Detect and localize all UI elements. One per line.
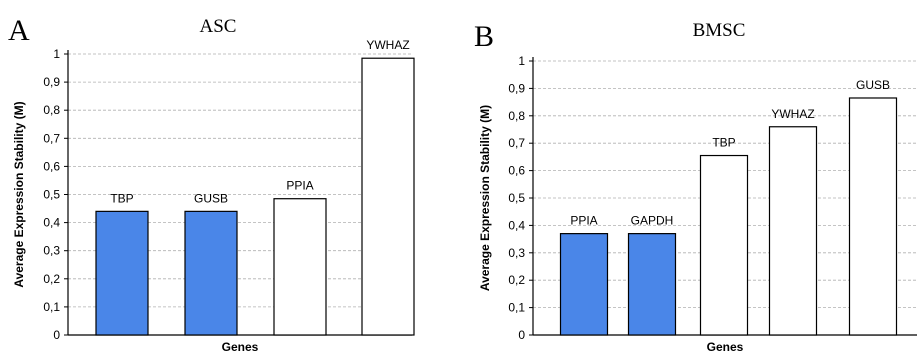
y-tick-label: 0,5 [508,191,525,205]
y-tick-label: 0,3 [43,244,60,258]
y-axis-title: Average Expression Stability (M) [12,101,26,287]
y-tick-label: 0 [518,328,525,342]
y-tick-label: 0,5 [43,188,60,202]
y-tick-label: 0,1 [508,301,525,315]
bar-label: TBP [712,136,735,150]
bar-gusb [185,211,237,335]
y-tick-label: 0,6 [508,164,525,178]
bar-label: PPIA [286,179,313,193]
bar-tbp [96,211,148,335]
bar-ywhaz [770,127,817,335]
chart-title: BMSC [693,20,746,41]
y-tick-label: 0,8 [43,103,60,117]
panel-letter: A [8,14,30,47]
bar-ppia [561,234,608,335]
bar-ywhaz [362,58,414,335]
bar-gusb [850,98,897,335]
y-tick-label: 0,9 [508,81,525,95]
y-tick-label: 1 [518,54,525,68]
y-tick-label: 0 [53,328,60,342]
x-axis-title: Genes [707,340,744,354]
bar-ppia [274,199,326,335]
y-tick-label: 0,3 [508,246,525,260]
y-tick-label: 0,7 [43,131,60,145]
panel-letter: B [474,20,494,53]
bar-gapdh [629,234,676,335]
y-tick-label: 1 [53,47,60,61]
y-tick-label: 0,4 [43,216,60,230]
y-tick-label: 0,9 [43,75,60,89]
y-tick-label: 0,2 [43,272,60,286]
y-axis-title: Average Expression Stability (M) [478,105,492,291]
bar-label: YWHAZ [366,38,409,52]
chart-panel-a: A ASC 0 0,1 0,2 0,3 0,4 0,5 0,6 0,7 0,8 0,9 1 TBP GUSB… [8,14,414,354]
chart-title: ASC [200,16,237,37]
y-tick-label: 0,1 [43,300,60,314]
bar-label: GUSB [194,191,228,205]
bar-label: GUSB [856,78,890,92]
y-tick-label: 0,2 [508,273,525,287]
y-tick-label: 0,7 [508,136,525,150]
bar-tbp [701,156,748,335]
y-tick-label: 0,4 [508,218,525,232]
bar-label: TBP [110,191,133,205]
x-axis-title: Genes [222,340,259,354]
y-tick-label: 0,8 [508,109,525,123]
bar-label: GAPDH [631,214,674,228]
bar-label: PPIA [570,214,597,228]
bar-label: YWHAZ [771,107,814,121]
chart-panel-b: B BMSC 0 0,1 0,2 0,3 0,4 0,5 0,6 0,7 0,8 0,9 1 PPIA GA… [474,20,917,354]
y-tick-label: 0,6 [43,159,60,173]
